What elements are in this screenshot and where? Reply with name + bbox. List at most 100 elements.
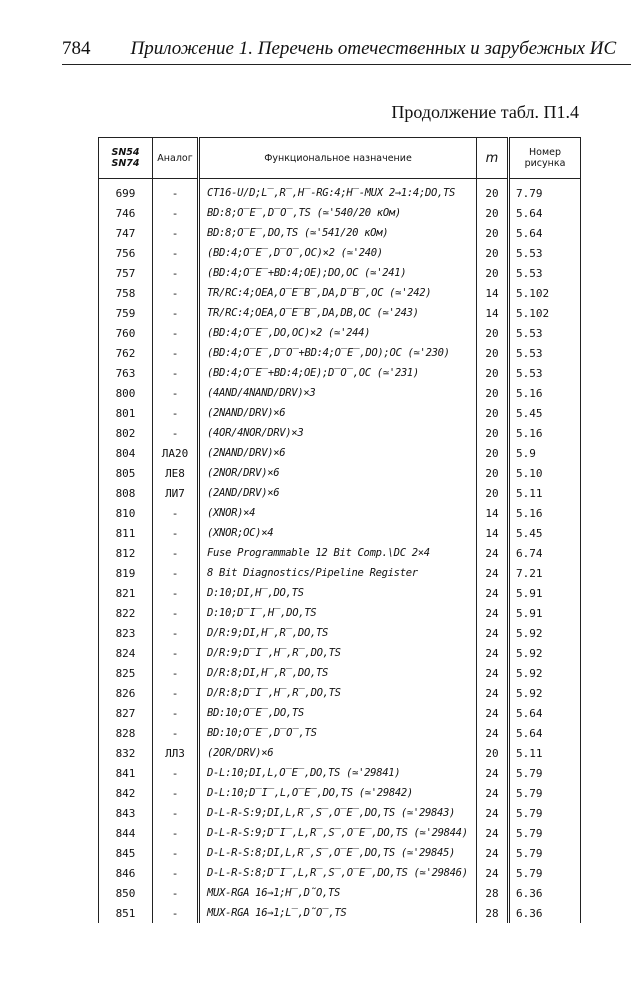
m-value: 20 [476,343,509,363]
function: D/R:8;D̅I̅,H̅,R̅,DO,TS [197,683,477,703]
table-row: 851- MUX-RGA 16→1;L̅,D̃O̅,TS 28 6.36 [98,903,581,923]
m-value: 24 [476,543,509,563]
table-caption: Продолжение табл. П1.4 [391,102,579,122]
m-value: 20 [476,383,509,403]
table-row: 850- MUX-RGA 16→1;H̅,D̃O,TS 28 6.36 [98,883,581,903]
analog: ЛИ7 [152,483,199,503]
figure-number: 5.10 [507,463,581,483]
analog: - [152,723,199,743]
part-number: 851 [98,903,153,923]
table-row: 805 ЛЕ8 (2NOR/DRV)×6 20 5.10 [98,463,581,483]
figure-number: 5.64 [507,703,581,723]
part-number: 842 [98,783,153,803]
function: (4AND/4NAND/DRV)×3 [197,383,477,403]
part-number: 805 [98,463,153,483]
function: MUX-RGA 16→1;L̅,D̃O̅,TS [197,903,477,923]
running-title: Приложение 1. Перечень отечественных и з… [130,38,617,59]
analog: - [152,323,199,343]
m-value: 24 [476,803,509,823]
analog: - [152,223,199,243]
m-value: 20 [476,463,509,483]
table-body: 699- CT16-U/D;L̅,R̅,H̅-RG:4;H̅-MUX 2→1:4;… [98,178,581,923]
analog: - [152,883,199,903]
m-value: 24 [476,863,509,883]
part-number: 808 [98,483,153,503]
analog: - [152,543,199,563]
part-number: 827 [98,703,153,723]
figure-number: 6.74 [507,543,581,563]
function: (2NAND/DRV)×6 [197,443,477,463]
analog: - [152,763,199,783]
m-value: 20 [476,363,509,383]
figure-number: 5.79 [507,763,581,783]
function: TR/RC:4;OEA,O̅E̅B̅,DA,D̅B̅,OC (≃'242) [197,283,477,303]
figure-number: 5.16 [507,423,581,443]
figure-number: 5.11 [507,743,581,763]
analog: - [152,823,199,843]
part-number: 759 [98,303,153,323]
analog: - [152,503,199,523]
function: (2NOR/DRV)×6 [197,463,477,483]
function: (2AND/DRV)×6 [197,483,477,503]
analog: - [152,663,199,683]
figure-number: 5.11 [507,483,581,503]
function: (BD:4;O̅E̅,D̅O̅,OC)×2 (≃'240) [197,243,477,263]
part-number: 763 [98,363,153,383]
figure-number: 5.9 [507,443,581,463]
figure-number: 5.92 [507,623,581,643]
part-number: 801 [98,403,153,423]
figure-number: 5.53 [507,243,581,263]
m-value: 20 [476,743,509,763]
analog: - [152,583,199,603]
analog: - [152,423,199,443]
m-value: 24 [476,723,509,743]
m-value: 24 [476,623,509,643]
part-number: 821 [98,583,153,603]
m-value: 20 [476,423,509,443]
figure-number: 5.64 [507,223,581,243]
analog: - [152,203,199,223]
table-row: 808 ЛИ7 (2AND/DRV)×6 20 5.11 [98,483,581,503]
part-number: 746 [98,203,153,223]
function: D/R:9;D̅I̅,H̅,R̅,DO,TS [197,643,477,663]
m-value: 20 [476,178,509,203]
analog: - [152,783,199,803]
table-row: 821- D:10;DI,H̅,DO,TS 24 5.91 [98,583,581,603]
function: D-L:10;DI,L,O̅E̅,DO,TS (≃'29841) [197,763,477,783]
table-row: 763- (BD:4;O̅E̅+BD:4;OE);D̅O̅,OC (≃'231) 2… [98,363,581,383]
part-number: 812 [98,543,153,563]
table-row: 757- (BD:4;O̅E̅+BD:4;OE);DO,OC (≃'241) 20 5… [98,263,581,283]
m-value: 24 [476,823,509,843]
table-row: 810- (XNOR)×4 14 5.16 [98,503,581,523]
column-header-line: Номер [529,147,561,158]
m-value: 14 [476,523,509,543]
analog: - [152,863,199,883]
figure-number: 5.79 [507,843,581,863]
table-row: 827- BD:10;O̅E̅,DO,TS 24 5.64 [98,703,581,723]
m-value: 20 [476,243,509,263]
function: (BD:4;O̅E̅+BD:4;OE);DO,OC (≃'241) [197,263,477,283]
function: D-L-R-S:9;D̅I̅,L,R̅,S̅,O̅E̅,DO,TS (≃'298… [197,823,477,843]
m-value: 24 [476,783,509,803]
analog: - [152,178,199,203]
table-row: 756- (BD:4;O̅E̅,D̅O̅,OC)×2 (≃'240) 20 5.53 [98,243,581,263]
figure-number: 7.21 [507,563,581,583]
m-value: 20 [476,403,509,423]
function: BD:10;O̅E̅,D̅O̅,TS [197,723,477,743]
part-number: 825 [98,663,153,683]
function: MUX-RGA 16→1;H̅,D̃O,TS [197,883,477,903]
function: (XNOR;OC)×4 [197,523,477,543]
m-value: 20 [476,443,509,463]
function: D-L-R-S:8;D̅I̅,L,R̅,S̅,O̅E̅,DO,TS (≃'298… [197,863,477,883]
figure-number: 5.92 [507,643,581,663]
figure-number: 5.102 [507,303,581,323]
analog: - [152,603,199,623]
part-number: 826 [98,683,153,703]
analog: - [152,623,199,643]
table-row: 699- CT16-U/D;L̅,R̅,H̅-RG:4;H̅-MUX 2→1:4;… [98,178,581,203]
part-number: 758 [98,283,153,303]
table-row: 842- D-L:10;D̅I̅,L,O̅E̅,DO,TS (≃'29842) 24… [98,783,581,803]
running-header: 784 Приложение 1. Перечень отечественных … [62,38,631,65]
analog: - [152,523,199,543]
part-number: 824 [98,643,153,663]
